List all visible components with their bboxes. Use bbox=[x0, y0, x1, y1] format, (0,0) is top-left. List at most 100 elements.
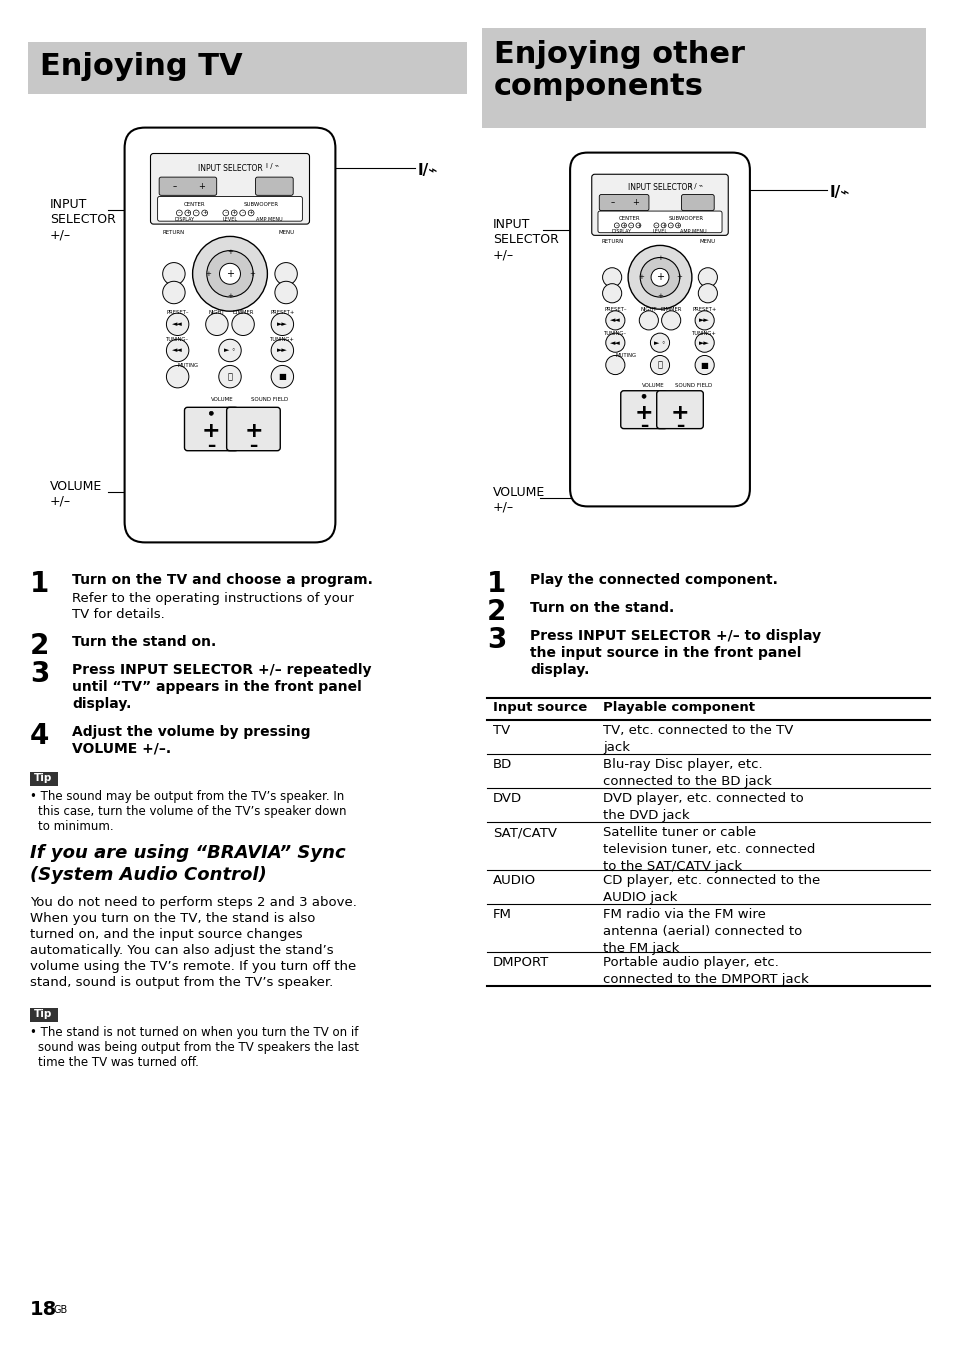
Text: SAT/CATV: SAT/CATV bbox=[493, 826, 557, 840]
Text: ► ◦: ► ◦ bbox=[224, 347, 235, 353]
Text: LEVEL: LEVEL bbox=[652, 228, 667, 234]
Text: Turn the stand on.: Turn the stand on. bbox=[71, 635, 216, 649]
Text: +: + bbox=[621, 223, 626, 228]
Bar bbox=[30, 1009, 58, 1022]
Text: +: + bbox=[636, 223, 640, 228]
Text: +: + bbox=[185, 211, 190, 215]
Text: 2: 2 bbox=[486, 598, 506, 626]
Circle shape bbox=[223, 210, 229, 216]
Text: INPUT
SELECTOR
+/–: INPUT SELECTOR +/– bbox=[50, 197, 115, 241]
Circle shape bbox=[209, 411, 213, 415]
Text: DVD player, etc. connected to
the DVD jack: DVD player, etc. connected to the DVD ja… bbox=[602, 792, 803, 822]
Circle shape bbox=[614, 223, 618, 228]
Text: TUNING+: TUNING+ bbox=[270, 337, 294, 342]
Text: NIGHT: NIGHT bbox=[209, 310, 225, 315]
Text: stand, sound is output from the TV’s speaker.: stand, sound is output from the TV’s spe… bbox=[30, 976, 333, 990]
Text: VOLUME
+/–: VOLUME +/– bbox=[493, 485, 545, 514]
Text: +: + bbox=[676, 274, 681, 280]
Text: ⏸: ⏸ bbox=[227, 372, 233, 381]
Text: Portable audio player, etc.
connected to the DMPORT jack: Portable audio player, etc. connected to… bbox=[602, 956, 808, 986]
Text: sound was being output from the TV speakers the last: sound was being output from the TV speak… bbox=[38, 1041, 358, 1055]
Text: BD: BD bbox=[493, 758, 512, 771]
Text: • The sound may be output from the TV’s speaker. In: • The sound may be output from the TV’s … bbox=[30, 790, 344, 803]
Text: +: + bbox=[202, 420, 220, 441]
Text: I/⌁: I/⌁ bbox=[417, 164, 438, 178]
Text: +: + bbox=[634, 403, 653, 423]
Text: TV, etc. connected to the TV
jack: TV, etc. connected to the TV jack bbox=[602, 725, 793, 754]
Circle shape bbox=[193, 210, 199, 216]
Text: –: – bbox=[178, 211, 180, 215]
Text: +: + bbox=[202, 211, 207, 215]
Text: LEVEL: LEVEL bbox=[222, 216, 237, 222]
Text: –: – bbox=[207, 437, 215, 456]
Text: 4: 4 bbox=[30, 722, 50, 750]
Circle shape bbox=[248, 210, 253, 216]
Circle shape bbox=[602, 284, 621, 303]
Text: I / ⌁: I / ⌁ bbox=[689, 183, 702, 188]
Text: Blu-ray Disc player, etc.
connected to the BD jack: Blu-ray Disc player, etc. connected to t… bbox=[602, 758, 771, 788]
Text: +: + bbox=[244, 420, 262, 441]
Circle shape bbox=[163, 281, 185, 304]
Text: +: + bbox=[226, 269, 233, 279]
Text: If you are using “BRAVIA” Sync: If you are using “BRAVIA” Sync bbox=[30, 844, 345, 863]
Text: +: + bbox=[657, 256, 662, 261]
FancyBboxPatch shape bbox=[159, 177, 216, 195]
Circle shape bbox=[641, 395, 645, 399]
FancyBboxPatch shape bbox=[157, 196, 302, 222]
FancyBboxPatch shape bbox=[620, 391, 667, 429]
Circle shape bbox=[627, 246, 691, 310]
Text: ◄◄: ◄◄ bbox=[172, 347, 183, 353]
FancyBboxPatch shape bbox=[227, 407, 280, 450]
Text: +: + bbox=[249, 270, 254, 277]
Text: Play the connected component.: Play the connected component. bbox=[530, 573, 777, 587]
Text: MUTING: MUTING bbox=[615, 353, 636, 358]
Text: SOUND FIELD: SOUND FIELD bbox=[251, 397, 288, 403]
Text: +: + bbox=[632, 199, 639, 207]
Text: the input source in the front panel: the input source in the front panel bbox=[530, 646, 801, 660]
FancyBboxPatch shape bbox=[125, 127, 335, 542]
Text: (System Audio Control): (System Audio Control) bbox=[30, 867, 267, 884]
Text: VOLUME +/–.: VOLUME +/–. bbox=[71, 742, 171, 756]
Text: TUNING+: TUNING+ bbox=[692, 331, 717, 335]
Text: ◄◄: ◄◄ bbox=[172, 322, 183, 327]
Circle shape bbox=[650, 268, 668, 287]
Circle shape bbox=[650, 333, 669, 353]
Text: SUBWOOFER: SUBWOOFER bbox=[243, 201, 278, 207]
Text: +: + bbox=[227, 249, 233, 254]
FancyBboxPatch shape bbox=[598, 211, 721, 233]
Text: PRESET–: PRESET– bbox=[166, 310, 189, 315]
Text: +: + bbox=[670, 403, 689, 423]
Circle shape bbox=[698, 268, 717, 287]
Text: DIMMER: DIMMER bbox=[233, 310, 253, 315]
Text: –: – bbox=[172, 181, 176, 191]
Text: –: – bbox=[610, 199, 614, 207]
Text: Playable component: Playable component bbox=[602, 700, 754, 714]
Text: Refer to the operating instructions of your: Refer to the operating instructions of y… bbox=[71, 592, 354, 604]
Text: –: – bbox=[615, 223, 618, 228]
Circle shape bbox=[636, 223, 640, 228]
Text: +: + bbox=[675, 223, 679, 228]
Text: INPUT
SELECTOR
+/–: INPUT SELECTOR +/– bbox=[493, 218, 558, 261]
FancyBboxPatch shape bbox=[151, 154, 309, 224]
Text: AMP MENU: AMP MENU bbox=[255, 216, 282, 222]
Text: AMP MENU: AMP MENU bbox=[679, 228, 706, 234]
Text: Tip: Tip bbox=[34, 773, 52, 783]
Text: +: + bbox=[660, 223, 665, 228]
FancyBboxPatch shape bbox=[656, 391, 702, 429]
Text: –: – bbox=[655, 223, 657, 228]
Text: ► ◦: ► ◦ bbox=[654, 339, 665, 346]
Circle shape bbox=[628, 223, 633, 228]
Circle shape bbox=[274, 262, 297, 285]
Circle shape bbox=[166, 314, 189, 335]
Circle shape bbox=[271, 314, 294, 335]
Text: Turn on the stand.: Turn on the stand. bbox=[530, 602, 674, 615]
Text: TV: TV bbox=[493, 725, 510, 737]
Text: display.: display. bbox=[530, 662, 589, 677]
Text: I / ⌁: I / ⌁ bbox=[266, 164, 279, 169]
Text: ►►: ►► bbox=[276, 322, 288, 327]
Text: Enjoying TV: Enjoying TV bbox=[40, 51, 242, 81]
Text: 1: 1 bbox=[30, 571, 50, 598]
Text: CENTER: CENTER bbox=[184, 201, 206, 207]
Text: 18: 18 bbox=[30, 1301, 57, 1320]
Text: INPUT SELECTOR: INPUT SELECTOR bbox=[627, 183, 692, 192]
